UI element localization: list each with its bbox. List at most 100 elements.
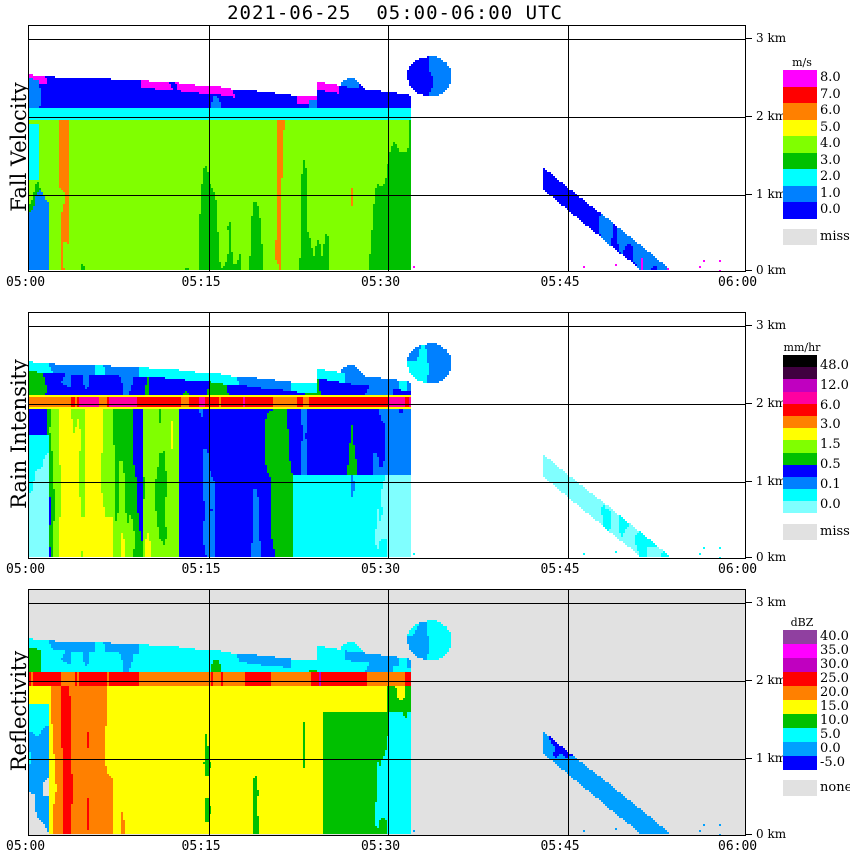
- colorbar-swatch: [783, 658, 817, 672]
- ytick-mark: [745, 38, 752, 39]
- colorbar-tick-label: 20.0: [820, 685, 849, 700]
- colorbar-swatch: [783, 489, 817, 502]
- colorbar-tick-label: 12.0: [820, 377, 849, 393]
- colorbar-tick-label: 35.0: [820, 643, 849, 658]
- colorbar-2: [783, 630, 817, 770]
- colorbar-swatch: [783, 415, 817, 429]
- plot-area-reflectivity: [28, 589, 746, 836]
- xtick-05-45-p2: 05:45: [540, 839, 580, 854]
- xtick-05-00-p0: 05:00: [6, 275, 46, 290]
- colorbar-tick-label: 0.0: [820, 496, 841, 512]
- xtick-05-30-p0: 05:30: [361, 275, 401, 290]
- ytick-2-km-p1: 2 km: [756, 396, 787, 410]
- colorbar-swatch: [783, 86, 817, 103]
- colorbar-tick-label: 7.0: [820, 86, 841, 102]
- colorbar-tick-label: 0.0: [820, 202, 841, 218]
- xtick-05-45-p0: 05:45: [540, 275, 580, 290]
- plot-area-rain-intensity: [28, 312, 746, 559]
- colorbar-tick-label: 40.0: [820, 629, 849, 644]
- colorbar-swatch: [783, 644, 817, 658]
- colorbar-swatch: [783, 476, 817, 490]
- colorbar-swatch: [783, 355, 817, 368]
- ytick-1-km-p0: 1 km: [756, 187, 787, 201]
- colorbar-tick-label: 1.5: [820, 437, 841, 453]
- ytick-mark: [745, 270, 752, 271]
- colorbar-units-1: mm/hr: [783, 341, 821, 354]
- colorbar-units-2: dBZ: [790, 616, 814, 629]
- colorbar-tick-label: 48.0: [820, 357, 849, 373]
- colorbar-1: [783, 355, 817, 514]
- xtick-05-15-p0: 05:15: [181, 275, 221, 290]
- colorbar-swatch: [783, 714, 817, 728]
- colorbar-swatch: [783, 152, 817, 169]
- colorbar-tick-label: 0.5: [820, 457, 841, 473]
- ytick-mark: [745, 481, 752, 482]
- colorbar-swatch: [783, 672, 817, 686]
- colorbar-tick-label: 10.0: [820, 713, 849, 728]
- colorbar-swatch: [783, 391, 817, 404]
- colorbar-tick-label: 6.0: [820, 397, 841, 413]
- colorbar-missing-swatch: [783, 228, 817, 245]
- colorbar-swatch: [783, 136, 817, 153]
- colorbar-swatch: [783, 630, 817, 644]
- colorbar-missing-label: miss: [820, 228, 850, 244]
- colorbar-swatch: [783, 428, 817, 441]
- colorbar-swatch: [783, 103, 817, 120]
- colorbar-missing-label: miss: [820, 523, 850, 539]
- ytick-mark: [745, 834, 752, 835]
- colorbar-swatch: [783, 728, 817, 742]
- colorbar-swatch: [783, 169, 817, 186]
- ytick-3-km-p0: 3 km: [756, 31, 787, 45]
- colorbar-tick-label: -5.0: [820, 755, 846, 770]
- colorbar-tick-label: 30.0: [820, 657, 849, 672]
- colorbar-swatch: [783, 185, 817, 202]
- colorbar-swatch: [783, 440, 817, 453]
- ytick-0-km-p1: 0 km: [756, 550, 787, 564]
- ytick-mark: [745, 557, 752, 558]
- colorbar-swatch: [783, 452, 817, 465]
- xtick-05-15-p1: 05:15: [181, 562, 221, 577]
- xtick-05-30-p2: 05:30: [361, 839, 401, 854]
- colorbar-swatch: [783, 686, 817, 700]
- colorbar-tick-label: 0.0: [820, 741, 841, 756]
- xtick-05-45-p1: 05:45: [540, 562, 580, 577]
- colorbar-0: [783, 70, 817, 219]
- ytick-mark: [745, 758, 752, 759]
- ytick-mark: [745, 680, 752, 681]
- colorbar-swatch: [783, 403, 817, 416]
- colorbar-tick-label: 5.0: [820, 119, 841, 135]
- colorbar-tick-label: 0.1: [820, 476, 841, 492]
- xtick-05-15-p2: 05:15: [181, 839, 221, 854]
- colorbar-units-0: m/s: [792, 56, 812, 69]
- figure-title: 2021-06-25 05:00-06:00 UTC: [227, 2, 563, 24]
- ytick-3-km-p1: 3 km: [756, 318, 787, 332]
- ytick-0-km-p0: 0 km: [756, 263, 787, 277]
- colorbar-swatch: [783, 70, 817, 87]
- colorbar-tick-label: 8.0: [820, 70, 841, 86]
- colorbar-missing-label: none: [820, 780, 850, 795]
- colorbar-swatch: [783, 501, 817, 514]
- colorbar-swatch: [783, 367, 817, 380]
- ytick-2-km-p2: 2 km: [756, 673, 787, 687]
- ytick-mark: [745, 403, 752, 404]
- colorbar-swatch: [783, 756, 817, 770]
- colorbar-tick-label: 15.0: [820, 699, 849, 714]
- ytick-3-km-p2: 3 km: [756, 595, 787, 609]
- xtick-05-00-p2: 05:00: [6, 839, 46, 854]
- xtick-05-30-p1: 05:30: [361, 562, 401, 577]
- xtick-06-00-p1: 06:00: [718, 562, 758, 577]
- plot-area-fall-velocity: [28, 25, 746, 272]
- colorbar-tick-label: 1.0: [820, 185, 841, 201]
- colorbar-swatch: [783, 119, 817, 136]
- colorbar-tick-label: 6.0: [820, 103, 841, 119]
- ytick-mark: [745, 325, 752, 326]
- colorbar-tick-label: 25.0: [820, 671, 849, 686]
- ytick-1-km-p2: 1 km: [756, 751, 787, 765]
- colorbar-missing-swatch: [783, 780, 817, 796]
- colorbar-swatch: [783, 742, 817, 756]
- colorbar-tick-label: 5.0: [820, 727, 841, 742]
- colorbar-swatch: [783, 464, 817, 477]
- colorbar-swatch: [783, 202, 817, 219]
- ytick-mark: [745, 116, 752, 117]
